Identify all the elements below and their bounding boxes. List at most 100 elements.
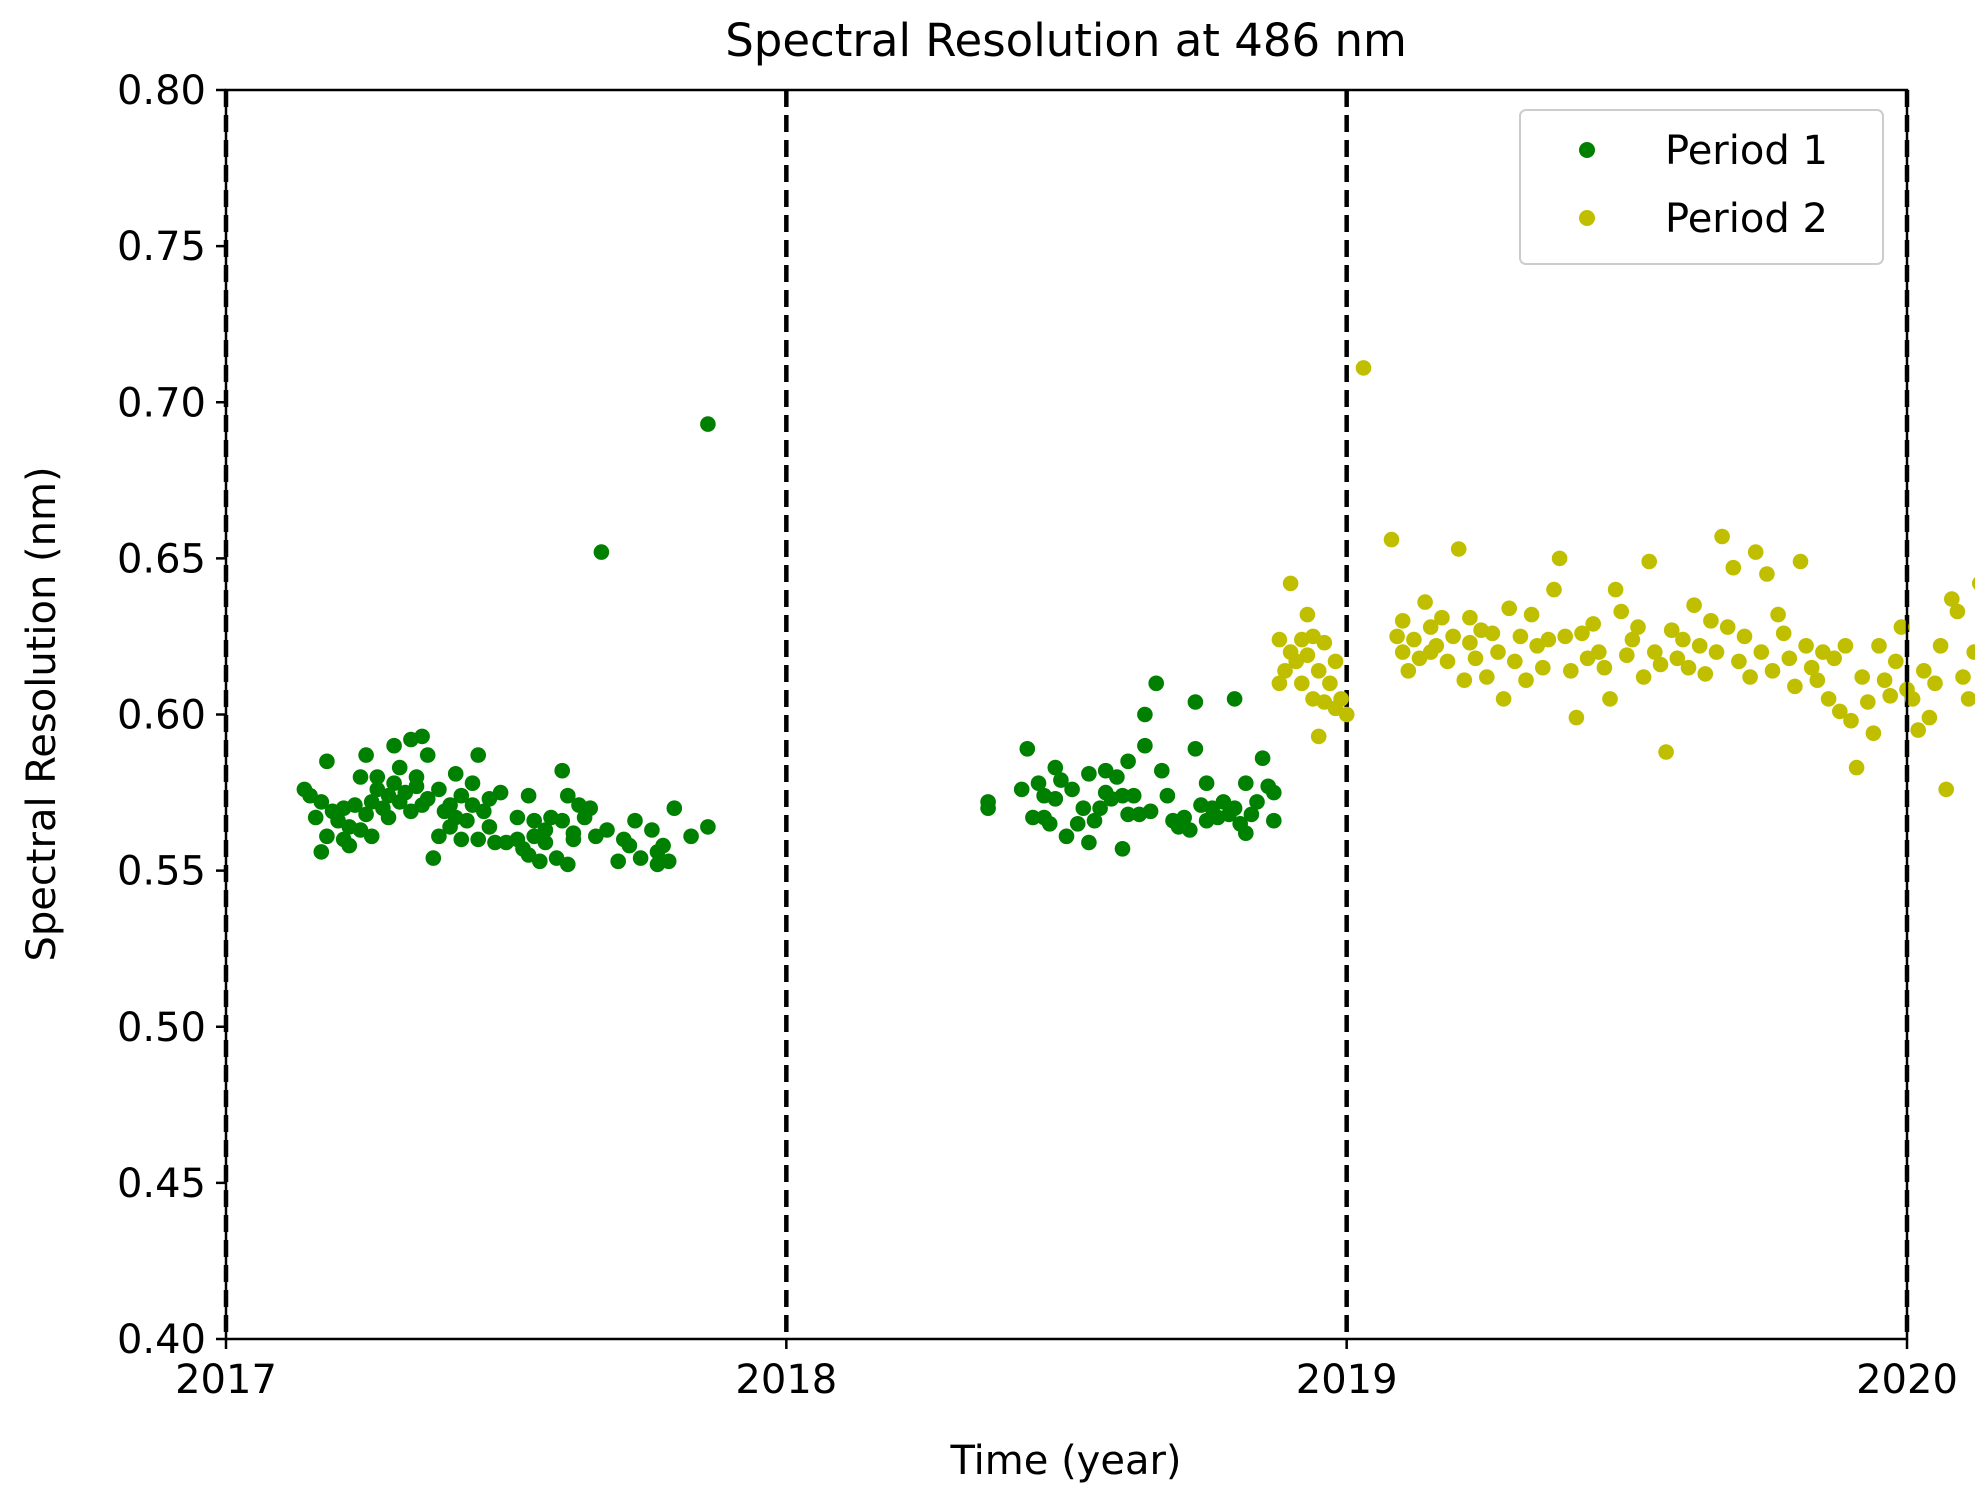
data-point	[1109, 769, 1125, 785]
data-point	[1030, 775, 1047, 791]
data-point	[554, 812, 570, 829]
data-point	[1663, 622, 1680, 638]
y-tick-label: 0.70	[117, 380, 206, 426]
data-point	[655, 837, 671, 854]
data-point	[358, 806, 374, 823]
y-tick-label: 0.50	[117, 1005, 206, 1051]
data-point	[1647, 644, 1663, 660]
data-point	[627, 812, 643, 829]
data-point	[1310, 663, 1327, 679]
data-point	[307, 809, 324, 826]
data-point	[1092, 800, 1108, 816]
data-point	[1013, 781, 1030, 798]
legend-box	[1519, 109, 1884, 265]
y-tick-label: 0.40	[117, 1317, 206, 1363]
data-point	[1546, 581, 1562, 598]
data-point	[1238, 825, 1254, 841]
data-point	[1417, 594, 1433, 610]
data-point	[1047, 759, 1064, 776]
data-point	[1904, 691, 1921, 707]
data-point	[1041, 816, 1058, 832]
data-point	[319, 753, 335, 770]
legend-marker-period-2	[1579, 210, 1595, 226]
data-point	[1641, 553, 1657, 570]
data-point	[1069, 816, 1086, 832]
data-point	[431, 781, 447, 798]
data-point	[1310, 728, 1327, 745]
series-period-1	[296, 416, 1282, 873]
data-point	[1714, 528, 1730, 545]
data-point	[1182, 822, 1198, 838]
data-point	[470, 747, 487, 763]
data-point	[509, 809, 526, 826]
data-point	[1120, 753, 1136, 770]
data-point	[1736, 628, 1753, 645]
data-point	[1719, 619, 1736, 635]
data-point	[1747, 544, 1764, 560]
data-point	[1820, 691, 1837, 707]
data-point	[1243, 806, 1260, 823]
data-point	[352, 769, 369, 785]
data-point	[1697, 666, 1714, 682]
data-point	[442, 797, 458, 813]
data-point	[1731, 653, 1747, 670]
data-point	[1081, 834, 1097, 851]
data-point	[1462, 609, 1478, 626]
data-point	[980, 800, 996, 816]
data-point	[560, 787, 576, 804]
data-point	[1327, 653, 1344, 670]
data-point	[391, 759, 408, 776]
data-point	[1557, 628, 1573, 645]
data-point	[1053, 772, 1069, 788]
data-point	[1585, 616, 1601, 632]
data-point	[1607, 581, 1624, 598]
data-point	[1187, 741, 1204, 757]
data-point	[1142, 803, 1159, 820]
data-point	[683, 828, 699, 845]
data-point	[1238, 775, 1254, 791]
y-tick-label: 0.80	[117, 68, 206, 114]
data-point	[1596, 659, 1613, 676]
data-point	[1960, 691, 1975, 707]
data-point	[1787, 678, 1803, 695]
data-point	[476, 803, 492, 820]
data-point	[1932, 638, 1949, 654]
data-point	[1551, 550, 1568, 567]
data-point	[1120, 806, 1136, 823]
data-point	[526, 812, 542, 829]
data-point	[1927, 675, 1943, 692]
data-point	[1254, 750, 1271, 766]
series-period-2	[1271, 360, 1975, 798]
data-point	[1176, 809, 1192, 826]
data-points	[296, 360, 1975, 873]
data-point	[520, 787, 537, 804]
data-point	[1591, 644, 1607, 660]
y-tick-label: 0.65	[117, 536, 206, 582]
data-point	[1159, 787, 1176, 804]
data-point	[1266, 784, 1282, 801]
data-point	[487, 834, 503, 851]
data-point	[313, 794, 330, 810]
data-point	[1025, 809, 1041, 826]
data-point	[1125, 787, 1142, 804]
data-point	[1865, 725, 1882, 741]
data-point	[431, 828, 447, 845]
data-point	[1944, 591, 1960, 607]
data-point	[1798, 638, 1814, 654]
data-point	[1518, 672, 1534, 688]
data-point	[1389, 628, 1405, 645]
data-point	[1837, 638, 1854, 654]
data-point	[1154, 762, 1170, 779]
data-point	[1568, 709, 1585, 726]
data-point	[1187, 694, 1204, 710]
data-point	[1742, 669, 1758, 685]
data-point	[1383, 531, 1400, 548]
data-point	[1848, 759, 1865, 776]
data-point	[492, 784, 509, 801]
data-point	[1137, 706, 1153, 723]
legend-marker-period-1	[1579, 142, 1595, 158]
data-point	[1081, 766, 1097, 782]
data-point	[1826, 650, 1842, 667]
data-point	[1921, 709, 1938, 726]
data-point	[1294, 675, 1310, 692]
